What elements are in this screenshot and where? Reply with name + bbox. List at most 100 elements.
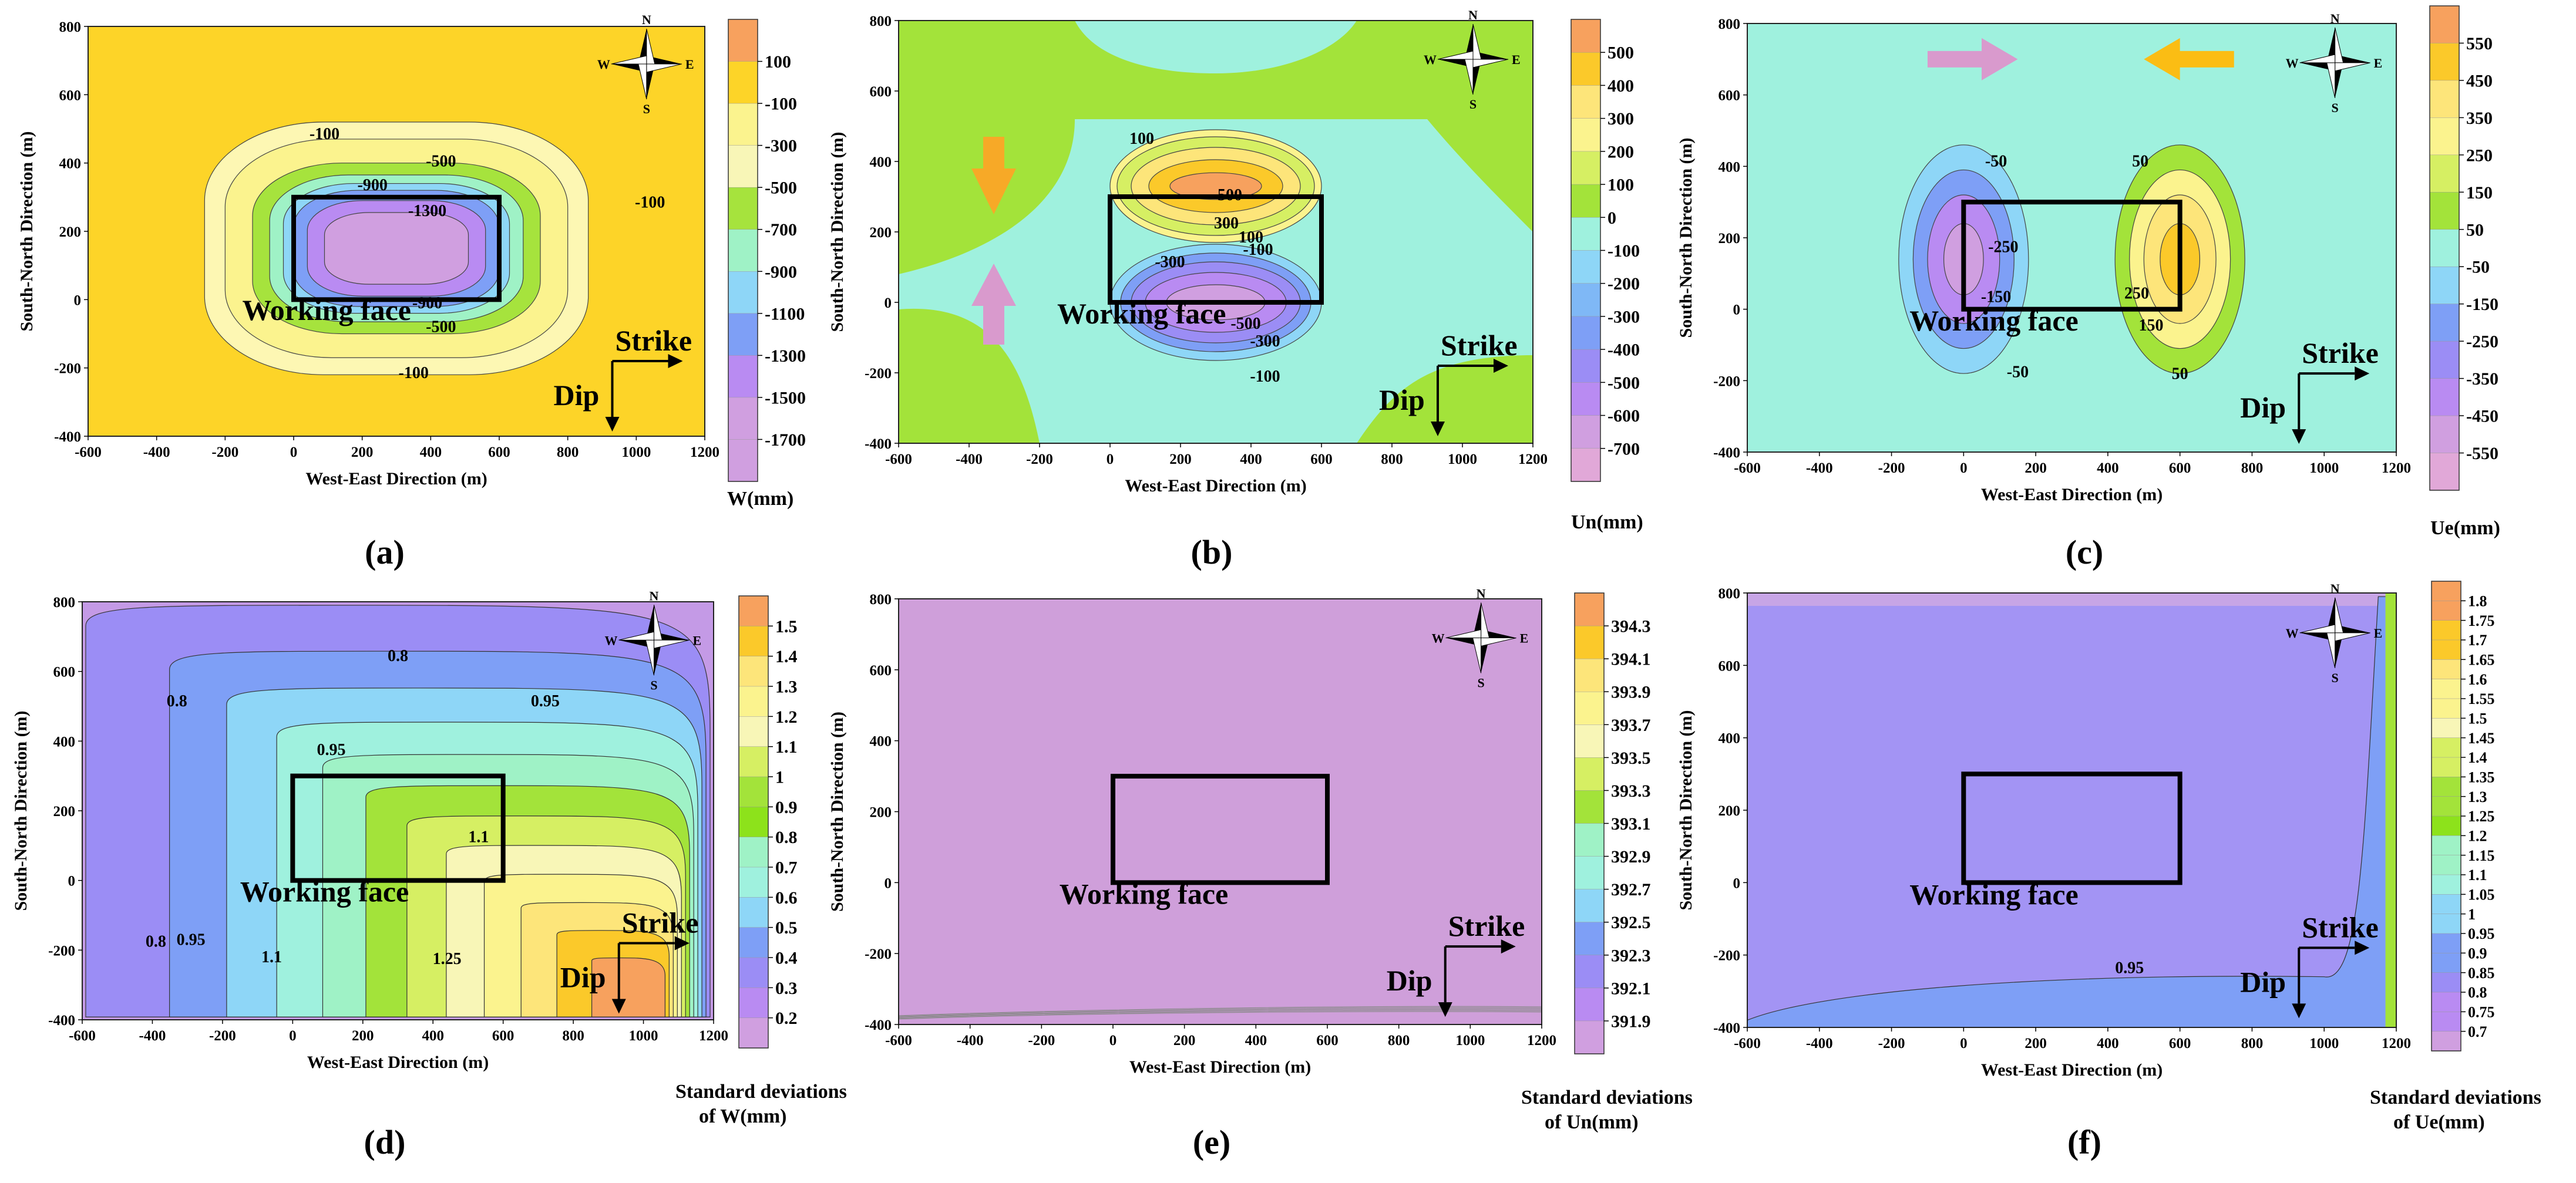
panel-label: (f)	[2067, 1123, 2101, 1161]
working-face-rect	[290, 773, 506, 883]
x-tick-label: -200	[209, 1028, 236, 1044]
colorbar-tick-label: 392.9	[1611, 847, 1651, 867]
colorbar-swatch	[2431, 855, 2461, 875]
colorbar-swatch	[728, 19, 758, 62]
contour-label: -300	[1155, 253, 1185, 271]
colorbar-tick-label: 1.4	[775, 647, 798, 666]
compass-n: N	[642, 12, 651, 27]
colorbar-unit-line2: of Ue(mm)	[2393, 1111, 2485, 1133]
panel-f: 0.95-600 -400 -200 0 200 400 600 800 1000 1200-40…	[1676, 581, 2541, 1161]
dip-label: Dip	[2240, 965, 2286, 998]
working-face-rect	[1961, 771, 2182, 885]
compass-n: N	[650, 588, 659, 603]
x-axis-label: West-East Direction (m)	[307, 1053, 489, 1072]
field-background	[1747, 593, 2396, 1027]
colorbar-swatch	[738, 987, 769, 1019]
contour-label: 1.1	[261, 948, 282, 966]
colorbar-tick-label: 1.15	[2468, 847, 2495, 864]
colorbar-swatch	[2431, 639, 2461, 660]
x-tick-label: 1200	[690, 444, 719, 460]
x-tick-label: -400	[1806, 460, 1833, 476]
colorbar-tick-label: -400	[1608, 341, 1640, 360]
colorbar-tick-label: 500	[1608, 43, 1634, 63]
colorbar-tick-label: 1.55	[2468, 690, 2495, 707]
y-tick-label: -400	[1713, 445, 1740, 461]
colorbar-tick-label: 394.3	[1611, 617, 1651, 636]
dip-label: Dip	[560, 960, 606, 993]
x-tick-label: 1000	[629, 1028, 658, 1044]
contour-label: 50	[2132, 152, 2148, 170]
compass-highlight	[2299, 624, 2336, 633]
panel-e: -600 -400 -200 0 200 400 600 800 1000 1200-400-20…	[828, 586, 1693, 1161]
y-tick-label: 800	[1719, 16, 1741, 32]
colorbar-tick-label: 0.95	[2468, 925, 2495, 942]
colorbar-swatch	[1571, 316, 1601, 350]
x-tick-label: -200	[211, 444, 238, 460]
dip-arrowhead	[611, 999, 626, 1014]
working-face-label: Working face	[1057, 297, 1226, 330]
colorbar-swatch	[2429, 304, 2460, 342]
colorbar-tick-label: 1.75	[2468, 612, 2495, 629]
colorbar-swatch	[1574, 1020, 1605, 1054]
x-tick-label: 0	[1107, 451, 1114, 467]
colorbar-swatch	[1571, 85, 1601, 119]
x-axis-label: West-East Direction (m)	[1129, 1057, 1311, 1077]
colorbar-tick-label: 0.85	[2468, 965, 2495, 982]
x-tick-label: 200	[352, 1028, 374, 1044]
plot-area-a	[88, 26, 705, 436]
colorbar-tick-label: -150	[2466, 295, 2498, 314]
x-tick-label: 800	[2241, 460, 2264, 476]
colorbar-tick-label: 1.8	[2468, 592, 2487, 609]
x-tick-label: 400	[2097, 1036, 2119, 1051]
colorbar-tick-label: 393.7	[1611, 716, 1651, 735]
panel-label: (d)	[364, 1123, 406, 1161]
colorbar-f: 1.8 1.75 1.7 1.65 1.6 1.55 1.5 1.45 1.4 1.35 1.3 1.…	[2370, 581, 2541, 1133]
colorbar-swatch	[2431, 914, 2461, 934]
x-axis-label: West-East Direction (m)	[1981, 1060, 2163, 1080]
y-tick-label: 0	[1733, 875, 1741, 891]
colorbar-swatch	[2431, 933, 2461, 954]
contour-label: 0.95	[317, 741, 346, 759]
contour-band	[324, 212, 469, 285]
x-tick-label: 1200	[2382, 1036, 2411, 1051]
contour-label: 150	[2139, 316, 2164, 335]
colorbar-tick-label: 393.5	[1611, 749, 1651, 768]
colorbar-tick-label: 1	[775, 768, 784, 787]
x-tick-label: 600	[1310, 451, 1333, 467]
colorbar-tick-label: -1700	[765, 430, 806, 450]
down-arrow-icon	[971, 137, 1016, 214]
colorbar-swatch	[1574, 955, 1605, 989]
colorbar-tick-label: 0.75	[2468, 1003, 2495, 1020]
colorbar-tick-label: 393.9	[1611, 683, 1651, 702]
y-tick-label: 200	[1719, 231, 1741, 247]
x-tick-label: 800	[562, 1028, 584, 1044]
colorbar-swatch	[2431, 698, 2461, 719]
contour-label: 250	[2124, 284, 2149, 302]
compass-e: E	[1512, 52, 1521, 67]
x-tick-label: -600	[1734, 1036, 1761, 1051]
colorbar-swatch	[1574, 790, 1605, 824]
colorbar-swatch	[2429, 43, 2460, 81]
colorbar-tick-label: 1.3	[775, 678, 798, 697]
y-axis-label: South-North Direction (m)	[1676, 710, 1696, 910]
colorbar-swatch	[2429, 117, 2460, 156]
compass-icon: N S E W	[2286, 581, 2383, 685]
colorbar-tick-label: 1.3	[2468, 788, 2487, 805]
colorbar-swatch	[728, 271, 758, 314]
colorbar-tick-label: 1.5	[2468, 710, 2487, 727]
x-tick-label: -400	[139, 1028, 166, 1044]
colorbar-swatch	[738, 776, 769, 808]
colorbar-tick-label: 1.5	[775, 617, 798, 636]
colorbar-a: 100 -100 -300 -500 -700 -900 -1100 -1300 -1500 -1…	[727, 19, 806, 510]
colorbar-swatch	[2431, 874, 2461, 895]
colorbar-tick-label: 1.6	[2468, 671, 2487, 688]
x-tick-label: -400	[1806, 1036, 1833, 1051]
compass-icon: N S E W	[2286, 11, 2383, 115]
compass-s: S	[2332, 670, 2339, 685]
y-tick-label: 600	[870, 84, 892, 100]
colorbar-swatch	[738, 957, 769, 989]
compass-e: E	[1520, 631, 1529, 645]
colorbar-tick-label: 200	[1608, 142, 1634, 161]
x-tick-label: -600	[75, 444, 102, 460]
colorbar-swatch	[2431, 757, 2461, 778]
